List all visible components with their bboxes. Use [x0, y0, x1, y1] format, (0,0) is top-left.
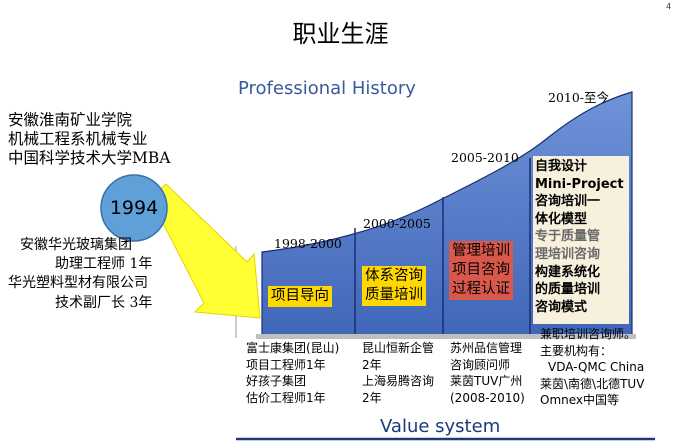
- period-box: 项目导向: [268, 286, 332, 307]
- detail-line: 主要机构有：: [540, 343, 613, 358]
- period-box: 管理培训 项目咨询 过程认证: [449, 241, 513, 300]
- detail-line: VDA-QMC China: [548, 360, 645, 374]
- box-line: 自我设计: [535, 159, 588, 174]
- box-line: 体化模型: [535, 211, 588, 227]
- education-block: 安徽淮南矿业学院 机械工程系机械专业 中国科学技术大学MBA: [8, 111, 170, 168]
- period-years: 2000-2005: [363, 216, 431, 231]
- detail-line: 富士康集团(昆山): [246, 341, 340, 355]
- detail-line: 兼职培训咨询师。: [540, 327, 637, 341]
- yellow-arrow: [149, 183, 261, 319]
- baseline-bar: [256, 334, 636, 339]
- footer-label: Value system: [380, 416, 501, 437]
- detail-line: 苏州品信管理: [450, 341, 523, 355]
- detail-line: 2年: [362, 357, 382, 372]
- detail-line: 上海易腾咨询: [362, 374, 435, 388]
- period-details: 苏州品信管理 咨询顾问师 莱茵TUV广州 (2008-2010): [450, 340, 525, 406]
- early-career-line: 技术副厂长 3年: [55, 295, 153, 311]
- chart-subtitle: Professional History: [238, 78, 416, 99]
- period-details: 昆山恒新企管 2年 上海易腾咨询 2年: [362, 340, 434, 406]
- detail-line: (2008-2010): [450, 390, 525, 405]
- box-line: Mini-Project: [535, 176, 624, 192]
- period-details: 富士康集团(昆山) 项目工程师1年 好孩子集团 估价工程师1年: [246, 340, 339, 406]
- period-years: 2005-2010: [451, 150, 519, 165]
- final-period-text: 自我设计 Mini-Project 咨询培训一 体化模型 专于质量管 理培训咨询…: [535, 158, 624, 316]
- early-career-line: 助理工程师 1年: [55, 256, 153, 272]
- box-line: 项目导向: [271, 288, 329, 304]
- box-line: 项目咨询: [452, 262, 510, 278]
- detail-line: 2年: [362, 390, 382, 405]
- box-line: 构建系统化: [535, 264, 601, 280]
- detail-line: 好孩子集团: [246, 374, 307, 388]
- education-line: 安徽淮南矿业学院: [8, 111, 133, 129]
- final-period-panel: [533, 156, 629, 324]
- box-line: 咨询培训一: [535, 194, 601, 210]
- detail-line: 咨询顾问师: [450, 357, 511, 372]
- box-line: 质量培训: [365, 287, 423, 303]
- box-line: 专于质量管: [535, 229, 601, 245]
- period-box: 体系咨询 质量培训: [362, 266, 426, 306]
- detail-line: 估价工程师1年: [246, 390, 326, 405]
- page-title: 职业生涯: [292, 20, 389, 48]
- early-career-line: 华光塑料型材有限公司: [8, 275, 148, 291]
- box-line: 过程认证: [452, 281, 510, 297]
- box-line: 的质量培训: [535, 282, 601, 298]
- box-line: 体系咨询: [365, 268, 423, 284]
- education-line: 中国科学技术大学MBA: [8, 149, 171, 167]
- page-number: 4: [666, 2, 672, 11]
- period-details: 兼职培训咨询师。 主要机构有： VDA-QMC China 莱茵\南德\北德TU…: [540, 326, 644, 409]
- box-line: 管理培训: [452, 243, 510, 259]
- detail-line: 项目工程师1年: [246, 357, 326, 372]
- period-years: 1998-2000: [274, 236, 342, 251]
- early-career-line: 安徽华光玻璃集团: [20, 237, 132, 253]
- detail-line: 莱茵\南德\北德TUV: [540, 376, 645, 391]
- year-circle: [100, 174, 168, 242]
- box-line: 咨询模式: [535, 299, 588, 315]
- start-year: 1994: [109, 197, 159, 219]
- education-line: 机械工程系机械专业: [8, 130, 148, 148]
- period-years: 2010-至今: [548, 90, 610, 105]
- detail-line: 莱茵TUV广州: [450, 374, 523, 388]
- detail-line: Omnex中国等: [540, 393, 620, 407]
- detail-line: 昆山恒新企管: [362, 341, 435, 355]
- box-line: 理培训咨询: [535, 246, 601, 262]
